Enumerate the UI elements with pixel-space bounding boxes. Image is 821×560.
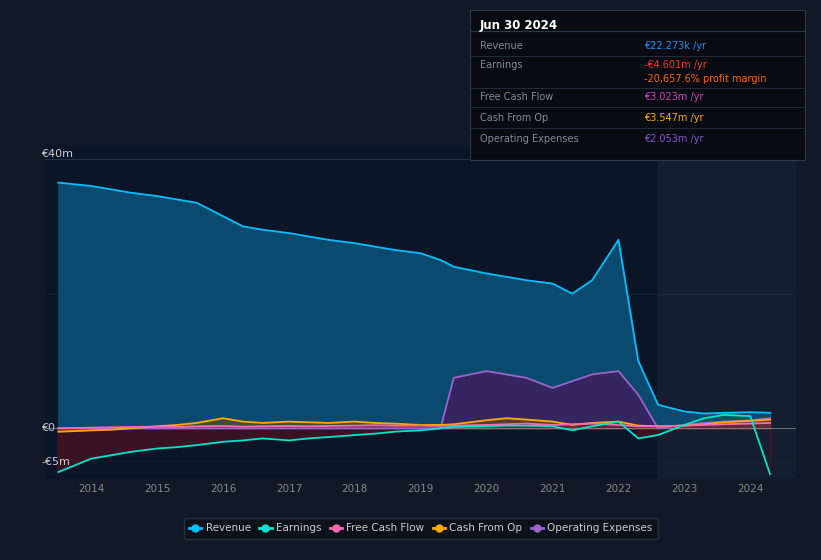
Text: €2.053m /yr: €2.053m /yr [644,134,704,143]
Text: Earnings: Earnings [479,60,522,70]
Text: €3.023m /yr: €3.023m /yr [644,92,703,101]
Text: €0: €0 [41,423,55,433]
Text: €40m: €40m [41,149,73,159]
Bar [658,146,796,479]
Legend: Revenue, Earnings, Free Cash Flow, Cash From Op, Operating Expenses: Revenue, Earnings, Free Cash Flow, Cash … [184,518,658,539]
Text: Revenue: Revenue [479,40,522,50]
Text: €22.273k /yr: €22.273k /yr [644,40,706,50]
Text: €3.547m /yr: €3.547m /yr [644,113,704,123]
Text: Cash From Op: Cash From Op [479,113,548,123]
Text: -20,657.6% profit margin: -20,657.6% profit margin [644,73,766,83]
Text: Free Cash Flow: Free Cash Flow [479,92,553,101]
Text: -€4.601m /yr: -€4.601m /yr [644,60,707,70]
Text: Operating Expenses: Operating Expenses [479,134,578,143]
Text: -€5m: -€5m [41,457,71,467]
Text: Jun 30 2024: Jun 30 2024 [479,18,557,31]
